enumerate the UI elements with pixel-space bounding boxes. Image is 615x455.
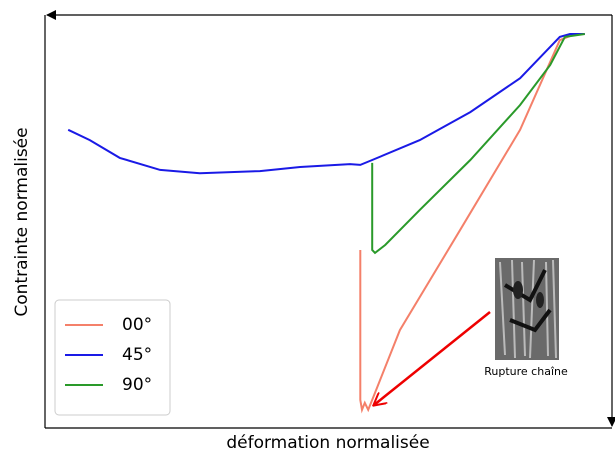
series-line <box>67 33 585 175</box>
series-line <box>371 33 585 255</box>
legend-label: 00° <box>122 315 152 335</box>
series-line <box>359 33 585 414</box>
legend-box <box>54 299 171 416</box>
micrograph <box>495 258 559 360</box>
legend-label: 45° <box>122 345 152 365</box>
annotation-arrow <box>374 311 491 405</box>
annotation: Rupture chaîne <box>484 365 568 378</box>
legend-label: 90° <box>122 375 152 395</box>
x-axis-label: déformation normalisée <box>226 433 429 453</box>
y-axis-label: Contrainte normalisée <box>12 127 32 316</box>
